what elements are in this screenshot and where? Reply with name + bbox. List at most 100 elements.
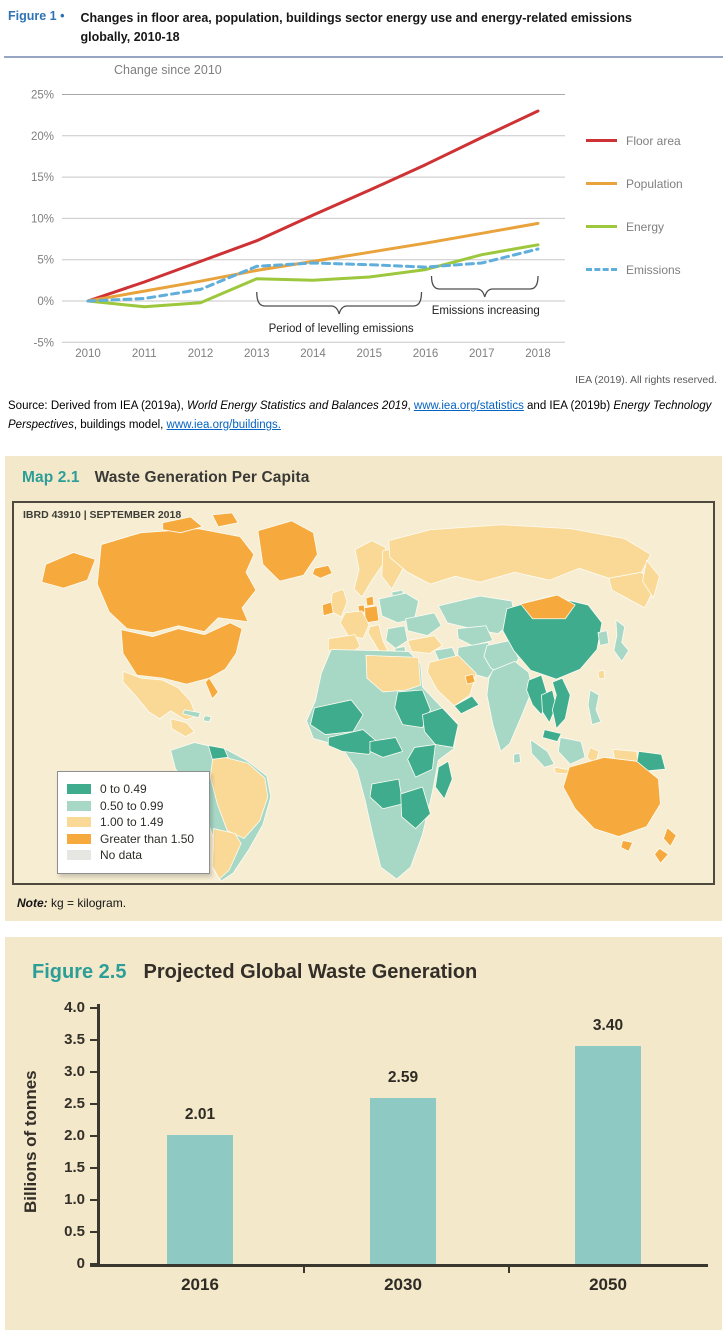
region-nigeria-gulf-of-guinea [327,728,378,755]
region-mexico [122,670,197,720]
bar-y-tick-label: 1.0 [64,1190,85,1208]
source-note: Source: Derived from IEA (2019a), World … [8,397,717,435]
y-tick-label: 20% [31,131,54,143]
region-madagascar [434,760,453,799]
ibrd-stamp: IBRD 43910 | SEPTEMBER 2018 [23,508,182,521]
region-greenland [257,520,318,582]
region-iceland [312,564,333,579]
bar-y-tick-mark [90,1166,98,1169]
increasing-annotation: Emissions increasing [432,305,540,317]
levelling-annotation: Period of levelling emissions [269,323,414,335]
it: Energy Technology Perspectives [8,399,712,431]
x-tick-label: 2016 [413,348,439,360]
note-text: kg = kilogram. [47,895,127,910]
region-libya-egypt [365,654,421,693]
legend-item-emissions: Emissions [586,263,726,277]
region-india [486,660,533,752]
bar-y-tick-label: 1.5 [64,1158,85,1176]
region-borneo [557,736,586,765]
region-thailand [541,689,557,723]
bar-2050 [575,1046,641,1264]
region-vietnam [551,677,571,729]
y-tick-label: 5% [37,254,54,266]
bar-category-label: 2016 [181,1274,219,1294]
bar-y-tick-mark [90,1198,98,1201]
note-label: Note: [17,895,48,910]
bar-y-tick-mark [90,1070,98,1073]
bar-2030 [370,1097,436,1264]
region-taiwan [597,669,606,680]
title-divider [4,55,723,58]
region-turkey [407,634,443,654]
bar-y-axis [97,1003,100,1264]
map-legend-swatch [67,784,91,795]
x-tick-label: 2014 [300,348,326,360]
bar-y-tick-mark [90,1134,98,1137]
map-legend-swatch [67,850,91,861]
x-tick-label: 2018 [525,348,551,360]
series-floor-area [86,109,540,303]
bar-y-tick-label: 3.5 [64,1030,85,1048]
map-legend: 0 to 0.49 0.50 to 0.99 1.00 to 1.49 Greater… [57,770,211,874]
region-angola [369,778,404,809]
x-tick-label: 2010 [75,348,101,360]
map-caption: Map 2.1 Waste Generation Per Capita [5,465,722,489]
region-france [339,610,370,639]
y-tick-label: 15% [31,172,54,184]
region-denmark [365,595,375,606]
region-horn-of-africa [422,707,459,748]
it: World Energy Statistics and Balances 201… [186,399,408,412]
figure1-label: Figure 1 • [8,9,65,23]
map-legend-item: 0 to 0.49 [67,782,194,796]
region-canada [96,528,257,633]
region-balkans [385,625,409,649]
figure1-title-line2: globally, 2010-18 [80,30,180,45]
map-legend-label: 0 to 0.49 [100,782,147,797]
region-kamchatka [642,559,660,599]
legend-label: Energy [626,219,665,234]
legend-item-floor-area: Floor area [586,134,726,148]
series-emissions [86,247,540,303]
y-tick-label: 10% [31,213,54,225]
figure25-label: Figure 2.5 [32,960,127,983]
map-legend-item: 1.00 to 1.49 [67,815,194,829]
figure25-title: Projected Global Waste Generation [143,960,478,983]
source-link[interactable]: www.iea.org/buildings. [166,418,281,431]
bar-y-tick-label: 0.5 [64,1222,85,1240]
bar-value-label: 3.40 [592,1017,624,1035]
map-legend-item: Greater than 1.50 [67,832,194,846]
region-cuba [182,709,201,718]
bar-y-tick-mark [90,1006,98,1009]
region-philippines [587,689,602,725]
region-malaysia [542,728,562,742]
region-gulf-states [464,673,476,685]
map-legend-swatch [67,817,91,828]
region-sri-lanka [513,752,522,764]
region-ukraine [405,612,442,636]
legend-label: Floor area [626,133,681,148]
region-saudi-arabia [427,654,477,706]
y-tick-label: 25% [31,89,54,101]
region-yemen-oman [453,695,480,714]
map-legend-item: No data [67,848,194,862]
bar-x-tick-mark [303,1263,305,1273]
region-mongolia [520,594,576,619]
region-sumatra [530,738,555,768]
region-argentina [211,827,242,880]
region-venezuela [207,744,229,760]
region-hispaniola [202,715,212,722]
figure1-title-line1: Changes in floor area, population, build… [80,11,632,25]
region-central-america [170,718,195,737]
span: Source: Derived from IEA (2019a), [8,399,187,412]
region-arctic-islands [162,512,239,533]
y-tick-label: 0% [37,296,54,308]
iea-credit: IEA (2019). All rights reserved. [575,373,717,386]
source-link[interactable]: www.iea.org/statistics [413,399,524,412]
legend-item-population: Population [586,177,726,191]
region-usa [120,622,243,685]
span: , buildings model, [73,418,167,431]
increasing-brace [430,275,539,297]
region-australia [562,756,661,837]
series-population [86,221,540,303]
